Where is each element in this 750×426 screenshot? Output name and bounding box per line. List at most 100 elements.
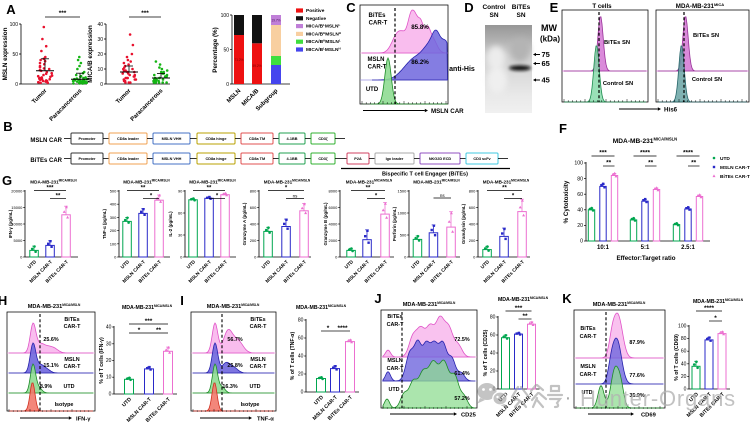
svg-text:0: 0 [180, 255, 183, 260]
svg-text:20000: 20000 [11, 189, 23, 194]
svg-text:80: 80 [490, 315, 496, 321]
svg-text:0: 0 [226, 82, 229, 88]
svg-text:200: 200 [469, 238, 476, 243]
svg-text:UTD: UTD [313, 394, 325, 406]
svg-text:100: 100 [10, 22, 19, 28]
svg-text:*: * [375, 193, 378, 199]
svg-text:Isotype: Isotype [241, 402, 260, 408]
svg-text:Hunter-Organs: Hunter-Organs [580, 386, 736, 411]
svg-text:90: 90 [178, 189, 183, 194]
svg-text:MDA-MB-231MICA/MSLN: MDA-MB-231MICA/MSLN [403, 301, 456, 308]
svg-text:CD3 scFv: CD3 scFv [473, 157, 491, 161]
svg-text:MSLN: MSLN [387, 358, 402, 364]
svg-text:***: *** [515, 305, 523, 312]
svg-text:UTD: UTD [720, 156, 730, 162]
svg-text:BiTEs CAR-T: BiTEs CAR-T [720, 174, 750, 180]
svg-text:UTD: UTD [688, 391, 700, 403]
svg-text:30: 30 [178, 233, 183, 238]
svg-text:MW: MW [541, 23, 557, 33]
svg-text:****: **** [683, 150, 694, 157]
svg-text:Positive: Positive [306, 8, 325, 14]
svg-text:80: 80 [577, 176, 583, 182]
svg-text:20: 20 [106, 358, 112, 364]
svg-text:5000: 5000 [13, 238, 23, 243]
svg-text:MSLN CAR-T: MSLN CAR-T [720, 165, 750, 171]
svg-text:0: 0 [404, 255, 407, 260]
svg-text:60: 60 [178, 211, 183, 216]
svg-text:4-1BB: 4-1BB [287, 137, 298, 141]
svg-text:4000: 4000 [328, 222, 338, 227]
svg-text:86.2%: 86.2% [411, 59, 429, 66]
svg-text:Igκ leader: Igκ leader [386, 157, 404, 161]
svg-text:**: ** [366, 185, 371, 191]
svg-text:57.2%: 57.2% [454, 396, 469, 402]
svg-text:60: 60 [577, 192, 583, 198]
svg-text:ns: ns [293, 193, 299, 198]
svg-text:**: ** [502, 185, 507, 191]
svg-text:G: G [2, 173, 12, 188]
svg-text:**: ** [56, 193, 61, 199]
svg-text:72.5%: 72.5% [454, 337, 469, 343]
svg-text:MICA/BLMSLNH: MICA/BLMSLNH [306, 47, 341, 54]
svg-text:2000: 2000 [328, 238, 338, 243]
svg-text:20: 20 [490, 369, 496, 375]
svg-text:45: 45 [542, 76, 550, 85]
svg-text:85.8%: 85.8% [411, 24, 429, 31]
svg-text:0: 0 [254, 255, 257, 260]
svg-text:MDA-MB-231MICA/MSLN: MDA-MB-231MICA/MSLN [189, 179, 236, 185]
svg-text:Isotype: Isotype [55, 402, 74, 408]
svg-text:15000: 15000 [11, 205, 23, 210]
svg-text:6000: 6000 [328, 205, 338, 210]
svg-text:10:1: 10:1 [597, 245, 610, 251]
svg-text:MDA-MB-231MICA: MDA-MB-231MICA [676, 2, 725, 10]
svg-text:MICA/BLMSLNL: MICA/BLMSLNL [306, 23, 341, 30]
svg-text:MDA-MB-231MICA/MSLN: MDA-MB-231MICA/MSLN [483, 179, 530, 185]
svg-text:MDA-MB-231MICA/MSLN: MDA-MB-231MICA/MSLN [693, 298, 744, 305]
svg-text:**: ** [691, 160, 697, 167]
svg-text:****: **** [640, 150, 651, 157]
svg-text:10: 10 [106, 375, 112, 381]
svg-text:Granulysin (pg/mL): Granulysin (pg/mL) [461, 203, 466, 244]
svg-text:100: 100 [221, 13, 230, 19]
svg-text:BiTEs: BiTEs [512, 4, 531, 11]
svg-text:400: 400 [250, 222, 257, 227]
svg-text:CD25: CD25 [461, 413, 477, 419]
svg-text:Control SN: Control SN [603, 81, 633, 87]
svg-text:MSLN: MSLN [250, 357, 265, 363]
svg-text:·: · [565, 387, 572, 409]
svg-text:200: 200 [250, 238, 257, 243]
svg-text:anti-His: anti-His [449, 66, 475, 73]
svg-text:CD3ζ: CD3ζ [318, 157, 328, 161]
svg-text:100: 100 [574, 161, 583, 167]
svg-text:UTD: UTD [261, 259, 273, 271]
svg-text:TNF-α: TNF-α [257, 417, 274, 423]
svg-text:MICA/BHMSLNL: MICA/BHMSLNL [306, 39, 341, 46]
svg-text:MDA-MB-231MICA/MSLN: MDA-MB-231MICA/MSLN [264, 179, 311, 185]
svg-text:*: * [512, 193, 515, 199]
svg-text:CAR-T: CAR-T [64, 324, 81, 330]
svg-text:100: 100 [110, 241, 117, 246]
svg-text:**: ** [648, 160, 654, 167]
svg-text:CD8a leader: CD8a leader [117, 157, 139, 161]
svg-text:MSLN CAR: MSLN CAR [431, 108, 464, 115]
svg-text:CD69: CD69 [641, 413, 657, 419]
svg-text:Promoter: Promoter [79, 137, 96, 141]
svg-text:****: **** [704, 305, 715, 312]
svg-text:BiTEs: BiTEs [64, 317, 79, 323]
svg-text:UTD: UTD [120, 259, 132, 271]
svg-text:CAR-T: CAR-T [580, 334, 597, 340]
svg-text:***: *** [145, 318, 153, 325]
svg-text:20: 20 [681, 374, 687, 380]
svg-text:25.6%: 25.6% [43, 337, 58, 343]
svg-text:87.9%: 87.9% [629, 340, 644, 346]
svg-text:*: * [285, 185, 288, 191]
svg-text:60: 60 [490, 333, 496, 339]
svg-text:CAR-T: CAR-T [369, 21, 388, 27]
svg-text:CD8a leader: CD8a leader [117, 137, 139, 141]
svg-text:MDA-MB-231MICA/MSLN: MDA-MB-231MICA/MSLN [413, 179, 460, 185]
svg-text:60: 60 [681, 349, 687, 355]
svg-text:% of T cells (TNF-α): % of T cells (TNF-α) [290, 332, 296, 381]
svg-text:60: 60 [298, 336, 304, 342]
svg-text:Promoter: Promoter [79, 157, 96, 161]
svg-text:MSLN: MSLN [580, 364, 595, 370]
